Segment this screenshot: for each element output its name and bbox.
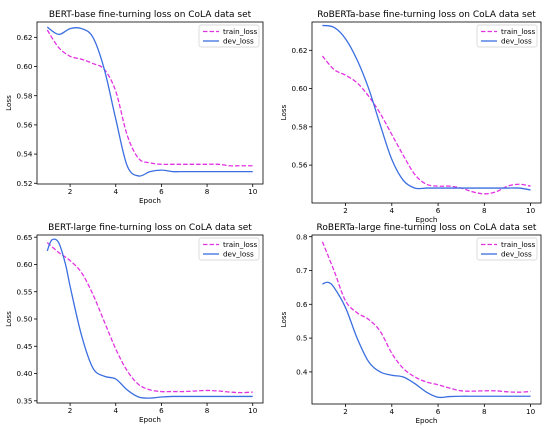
roberta-large-y-axis-label: Loss xyxy=(279,311,288,327)
bert-large-x-tick-label: 4 xyxy=(113,406,118,415)
bert-large-x-tick-label: 10 xyxy=(248,406,258,415)
roberta-large-legend-label-train-loss: train_loss xyxy=(501,240,535,249)
bert-large-y-tick-label: 0.50 xyxy=(16,315,32,324)
bert-large-y-tick-label: 0.40 xyxy=(16,369,32,378)
roberta-large-train-loss-line xyxy=(321,241,531,393)
roberta-large-x-axis-label: Epoch xyxy=(415,416,437,425)
bert-large-legend-label-dev-loss: dev_loss xyxy=(223,250,254,259)
roberta-base-axes-frame xyxy=(311,21,542,204)
roberta-large-x-tick-label: 10 xyxy=(526,407,536,416)
bert-large-y-tick-label: 0.35 xyxy=(16,396,32,405)
bert-base-chart-title: BERT-base fine-turning loss on CoLA data… xyxy=(49,10,252,20)
roberta-base-train-loss-line xyxy=(321,55,531,195)
bert-large-train-loss-line xyxy=(46,242,253,394)
bert-large-dev-loss-line xyxy=(46,238,253,399)
roberta-base-x-tick-label: 2 xyxy=(343,206,348,215)
roberta-base-x-tick-label: 10 xyxy=(526,206,536,215)
bert-base-train-loss-line xyxy=(46,29,253,167)
bert-large-x-axis-label: Epoch xyxy=(139,415,161,424)
roberta-base-y-tick-label: 0.58 xyxy=(291,122,307,131)
bert-large-y-tick-label: 0.60 xyxy=(16,260,32,269)
roberta-base-chart-title: RoBERTa-base fine-turning loss on CoLA d… xyxy=(317,10,536,20)
bert-base-x-tick-label: 10 xyxy=(248,187,258,196)
roberta-base-y-tick-label: 0.62 xyxy=(291,46,307,55)
bert-base-dev-loss-line xyxy=(46,26,253,177)
bert-base-chart: 2 4 6 8 10 0.52 0.54 0.56 0.58 0.60 0.62 BERT-base … xyxy=(4,10,264,205)
bert-base-y-tick-label: 0.56 xyxy=(16,120,32,129)
roberta-base-legend-label-train-loss: train_loss xyxy=(501,27,535,36)
roberta-base-chart: 2 4 6 8 10 0.56 0.58 0.60 0.62 RoBERTa-base fine-… xyxy=(279,10,542,224)
roberta-base-x-tick-label: 4 xyxy=(390,206,395,215)
bert-base-x-tick-label: 2 xyxy=(68,187,73,196)
roberta-large-legend-label-dev-loss: dev_loss xyxy=(501,250,532,259)
roberta-large-chart-title: RoBERTa-large fine-turning loss on CoLA … xyxy=(317,223,537,233)
bert-base-y-tick-label: 0.60 xyxy=(16,62,32,71)
roberta-base-x-tick-label: 8 xyxy=(482,206,487,215)
bert-base-y-tick-label: 0.58 xyxy=(16,91,32,100)
roberta-large-y-tick-label: 0.4 xyxy=(296,367,308,376)
roberta-large-dev-loss-line xyxy=(322,281,531,399)
bert-large-y-tick-label: 0.55 xyxy=(16,287,32,296)
roberta-base-x-axis-label: Epoch xyxy=(415,215,437,224)
roberta-large-x-tick-label: 8 xyxy=(482,407,487,416)
roberta-large-chart: 2 4 6 8 10 0.4 0.5 0.6 0.7 0.8 RoBERTa-large fine-… xyxy=(279,223,542,425)
roberta-large-axes-frame xyxy=(311,234,542,405)
roberta-large-x-tick-label: 2 xyxy=(343,407,348,416)
bert-base-legend-label-dev-loss: dev_loss xyxy=(223,37,254,46)
bert-base-y-tick-label: 0.54 xyxy=(16,150,32,159)
bert-large-x-tick-label: 8 xyxy=(205,406,210,415)
roberta-large-y-tick-label: 0.7 xyxy=(296,266,307,275)
bert-base-x-tick-label: 6 xyxy=(159,187,164,196)
bert-base-x-tick-label: 8 xyxy=(205,187,210,196)
roberta-large-x-tick-label: 6 xyxy=(436,407,441,416)
roberta-base-x-tick-label: 6 xyxy=(436,206,441,215)
bert-large-x-tick-label: 2 xyxy=(68,406,73,415)
bert-base-legend-label-train-loss: train_loss xyxy=(223,27,257,36)
bert-base-x-axis-label: Epoch xyxy=(139,196,161,205)
bert-large-y-tick-label: 0.65 xyxy=(16,233,32,242)
bert-base-y-tick-label: 0.52 xyxy=(16,179,32,188)
roberta-base-y-axis-label: Loss xyxy=(279,104,288,120)
bert-base-x-tick-label: 4 xyxy=(113,187,118,196)
roberta-base-legend-label-dev-loss: dev_loss xyxy=(501,37,532,46)
bert-base-axes-frame xyxy=(36,21,264,185)
roberta-large-y-tick-label: 0.5 xyxy=(296,334,307,343)
roberta-large-y-tick-label: 0.6 xyxy=(296,300,308,309)
roberta-base-y-tick-label: 0.60 xyxy=(291,84,307,93)
bert-large-legend-label-train-loss: train_loss xyxy=(223,240,257,249)
bert-base-y-tick-label: 0.62 xyxy=(16,33,32,42)
bert-large-y-tick-label: 0.45 xyxy=(16,342,32,351)
roberta-base-dev-loss-line xyxy=(322,24,531,191)
bert-large-x-tick-label: 6 xyxy=(159,406,164,415)
bert-large-y-axis-label: Loss xyxy=(4,311,13,327)
roberta-large-x-tick-label: 4 xyxy=(390,407,395,416)
bert-large-chart-title: BERT-large fine-turning loss on CoLA dat… xyxy=(48,223,252,233)
bert-large-chart: 2 4 6 8 10 0.35 0.40 0.45 0.50 0.55 0.60 0.65 BERT-l… xyxy=(4,223,264,424)
roberta-large-y-tick-label: 0.8 xyxy=(296,232,308,241)
bert-base-y-axis-label: Loss xyxy=(4,95,13,111)
roberta-base-y-tick-label: 0.56 xyxy=(291,161,307,170)
